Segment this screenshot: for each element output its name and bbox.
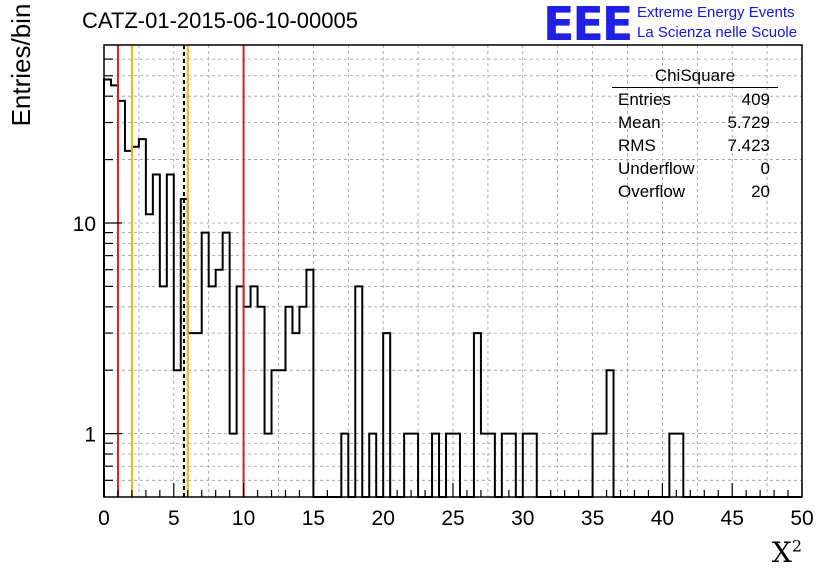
stats-row-overflow: Overflow 20: [618, 182, 770, 201]
x-axis-label: X2: [771, 536, 802, 569]
y-axis-label: Entries/bin: [6, 3, 36, 127]
stats-row-entries: Entries 409: [618, 90, 770, 109]
x-tick-label: 25: [441, 507, 464, 530]
y-tick-label: 10: [73, 213, 96, 236]
x-tick-label: 5: [168, 507, 180, 530]
x-tick-label: 10: [232, 507, 255, 530]
eee-logo: EEE: [543, 0, 633, 51]
stats-row-underflow: Underflow 0: [618, 159, 770, 178]
stats-row-mean: Mean 5.729: [618, 113, 770, 132]
x-tick-label: 40: [651, 507, 674, 530]
chart-title: CATZ-01-2015-06-10-00005: [82, 8, 358, 33]
logo-line-1: Extreme Energy Events: [637, 4, 795, 21]
stats-title: ChiSquare: [612, 66, 778, 88]
x-tick-label: 35: [581, 507, 604, 530]
logo-line-2: La Scienza nelle Scuole: [637, 24, 798, 41]
x-tick-label: 30: [511, 507, 534, 530]
y-tick-label: 1: [84, 424, 96, 447]
x-tick-label: 45: [721, 507, 744, 530]
stats-box: ChiSquare Entries 409 Mean 5.729 RMS 7.423 …: [610, 66, 778, 203]
x-tick-label: 15: [302, 507, 325, 530]
x-tick-label: 20: [372, 507, 395, 530]
x-tick-label: 0: [98, 507, 110, 530]
x-tick-label: 50: [790, 507, 813, 530]
stats-row-rms: RMS 7.423: [618, 136, 770, 155]
